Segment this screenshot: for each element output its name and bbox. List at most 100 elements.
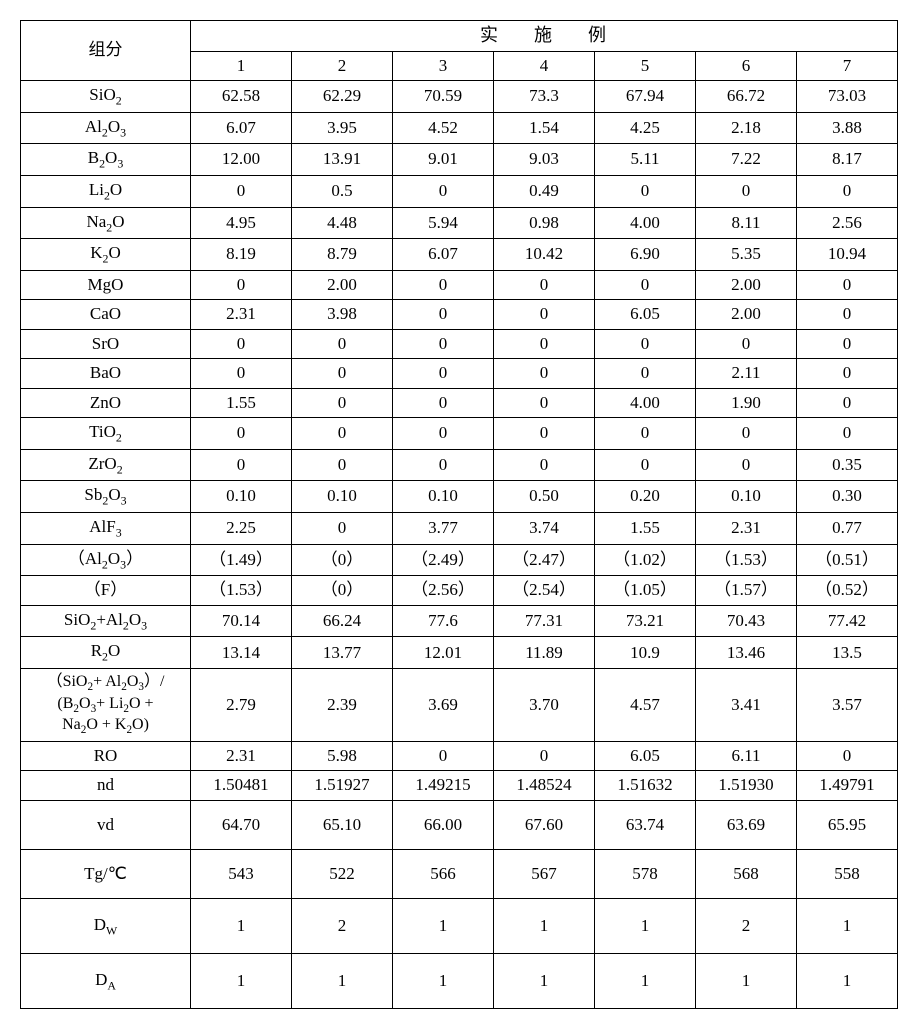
- cell: 2.00: [696, 271, 797, 300]
- row-label: B2O3: [21, 144, 191, 176]
- cell: 0: [696, 417, 797, 449]
- cell: 0: [191, 176, 292, 208]
- cell: 8.19: [191, 239, 292, 271]
- cell: 1.51927: [292, 771, 393, 800]
- cell: 0.10: [191, 481, 292, 513]
- cell: 2.31: [696, 512, 797, 544]
- cell: 5.11: [595, 144, 696, 176]
- cell: 2.18: [696, 112, 797, 144]
- cell: 1: [797, 898, 898, 953]
- cell: 3.57: [797, 669, 898, 742]
- cell: 3.77: [393, 512, 494, 544]
- cell: 578: [595, 849, 696, 898]
- cell: （2.47）: [494, 544, 595, 576]
- cell: 4.48: [292, 207, 393, 239]
- row-label: Na2O: [21, 207, 191, 239]
- cell: 0: [696, 329, 797, 358]
- cell: 0: [696, 176, 797, 208]
- cell: 70.43: [696, 605, 797, 637]
- cell: 0: [292, 359, 393, 388]
- cell: 3.70: [494, 669, 595, 742]
- cell: 77.6: [393, 605, 494, 637]
- cell: 13.5: [797, 637, 898, 669]
- cell: 2.56: [797, 207, 898, 239]
- cell: 66.24: [292, 605, 393, 637]
- cell: 2.11: [696, 359, 797, 388]
- cell: 13.46: [696, 637, 797, 669]
- cell: 0: [797, 271, 898, 300]
- row-label: Al2O3: [21, 112, 191, 144]
- cell: 62.58: [191, 80, 292, 112]
- cell: 3.98: [292, 300, 393, 329]
- cell: 0: [191, 271, 292, 300]
- cell: 0.77: [797, 512, 898, 544]
- cell: 63.74: [595, 800, 696, 849]
- table-body: SiO262.5862.2970.5973.367.9466.7273.03Al…: [21, 80, 898, 1008]
- cell: （2.56）: [393, 576, 494, 605]
- row-label: DW: [21, 898, 191, 953]
- row-label: Li2O: [21, 176, 191, 208]
- cell: 73.03: [797, 80, 898, 112]
- table-row: Al2O36.073.954.521.544.252.183.88: [21, 112, 898, 144]
- cell: 6.07: [191, 112, 292, 144]
- cell: 1.49215: [393, 771, 494, 800]
- table-row: K2O8.198.796.0710.426.905.3510.94: [21, 239, 898, 271]
- cell: （1.53）: [191, 576, 292, 605]
- table-row: （SiO2+ Al2O3）/(B2O3+ Li2O +Na2O + K2O)2.…: [21, 669, 898, 742]
- cell: 1: [191, 898, 292, 953]
- cell: 0: [191, 449, 292, 481]
- cell: 1: [393, 953, 494, 1008]
- cell: 1.51930: [696, 771, 797, 800]
- cell: 13.14: [191, 637, 292, 669]
- cell: （0）: [292, 576, 393, 605]
- cell: 0: [494, 417, 595, 449]
- table-row: DA1111111: [21, 953, 898, 1008]
- cell: 0: [595, 417, 696, 449]
- table-row: SiO2+Al2O370.1466.2477.677.3173.2170.437…: [21, 605, 898, 637]
- cell: 64.70: [191, 800, 292, 849]
- cell: 3.74: [494, 512, 595, 544]
- row-label: （F）: [21, 576, 191, 605]
- row-label: ZnO: [21, 388, 191, 417]
- cell: 1: [595, 898, 696, 953]
- cell: 0.35: [797, 449, 898, 481]
- cell: 0.10: [696, 481, 797, 513]
- cell: 0.20: [595, 481, 696, 513]
- cell: 1.55: [595, 512, 696, 544]
- col-num: 2: [292, 51, 393, 80]
- cell: 67.94: [595, 80, 696, 112]
- table-row: B2O312.0013.919.019.035.117.228.17: [21, 144, 898, 176]
- cell: （1.49）: [191, 544, 292, 576]
- cell: 4.95: [191, 207, 292, 239]
- table-row: BaO000002.110: [21, 359, 898, 388]
- cell: 1.90: [696, 388, 797, 417]
- cell: 62.29: [292, 80, 393, 112]
- cell: 0: [494, 449, 595, 481]
- row-label: R2O: [21, 637, 191, 669]
- cell: （2.54）: [494, 576, 595, 605]
- table-row: Sb2O30.100.100.100.500.200.100.30: [21, 481, 898, 513]
- cell: 0.50: [494, 481, 595, 513]
- cell: 10.42: [494, 239, 595, 271]
- cell: 0: [393, 359, 494, 388]
- cell: 0.98: [494, 207, 595, 239]
- row-label: TiO2: [21, 417, 191, 449]
- cell: 0.10: [393, 481, 494, 513]
- cell: 9.01: [393, 144, 494, 176]
- row-label: CaO: [21, 300, 191, 329]
- cell: 0: [797, 176, 898, 208]
- table-row: Li2O00.500.49000: [21, 176, 898, 208]
- table-header: 组分 实施例 1 2 3 4 5 6 7: [21, 21, 898, 81]
- cell: 1.51632: [595, 771, 696, 800]
- cell: 5.98: [292, 742, 393, 771]
- cell: 0: [797, 329, 898, 358]
- row-label: AlF3: [21, 512, 191, 544]
- table-row: MgO02.000002.000: [21, 271, 898, 300]
- cell: 66.72: [696, 80, 797, 112]
- cell: 0: [191, 329, 292, 358]
- cell: 567: [494, 849, 595, 898]
- cell: 4.57: [595, 669, 696, 742]
- cell: 0: [595, 329, 696, 358]
- cell: 0.10: [292, 481, 393, 513]
- row-label: SiO2+Al2O3: [21, 605, 191, 637]
